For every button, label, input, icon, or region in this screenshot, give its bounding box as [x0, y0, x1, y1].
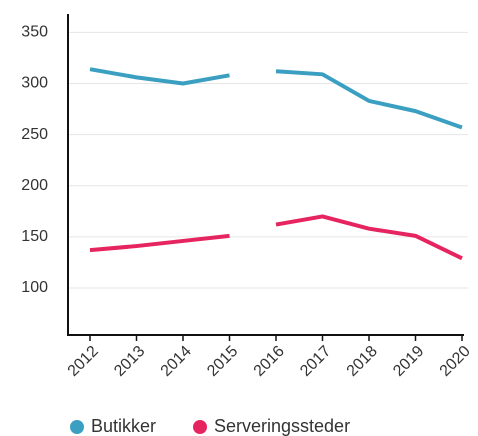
y-tick-label: 300 [21, 75, 48, 92]
y-tick-label: 250 [21, 126, 48, 143]
x-tick-label: 2012 [65, 343, 102, 380]
x-tick-label: 2019 [390, 343, 427, 380]
x-tick-label: 2018 [344, 343, 381, 380]
x-tick-label: 2016 [251, 343, 288, 380]
y-tick-label: 150 [21, 228, 48, 245]
legend-swatch [193, 420, 207, 434]
legend-label: Serveringssteder [214, 416, 350, 436]
x-tick-label: 2015 [204, 343, 241, 380]
legend-label: Butikker [91, 416, 156, 436]
y-tick-label: 200 [21, 177, 48, 194]
x-tick-label: 2014 [158, 343, 195, 380]
line [89, 67, 463, 130]
line [89, 214, 463, 261]
x-tick-label: 2017 [297, 343, 334, 380]
x-tick-label: 2020 [437, 343, 474, 380]
x-tick-label: 2013 [111, 343, 148, 380]
legend-swatch [70, 420, 84, 434]
y-tick-label: 100 [21, 279, 48, 296]
y-tick-label: 350 [21, 24, 48, 41]
